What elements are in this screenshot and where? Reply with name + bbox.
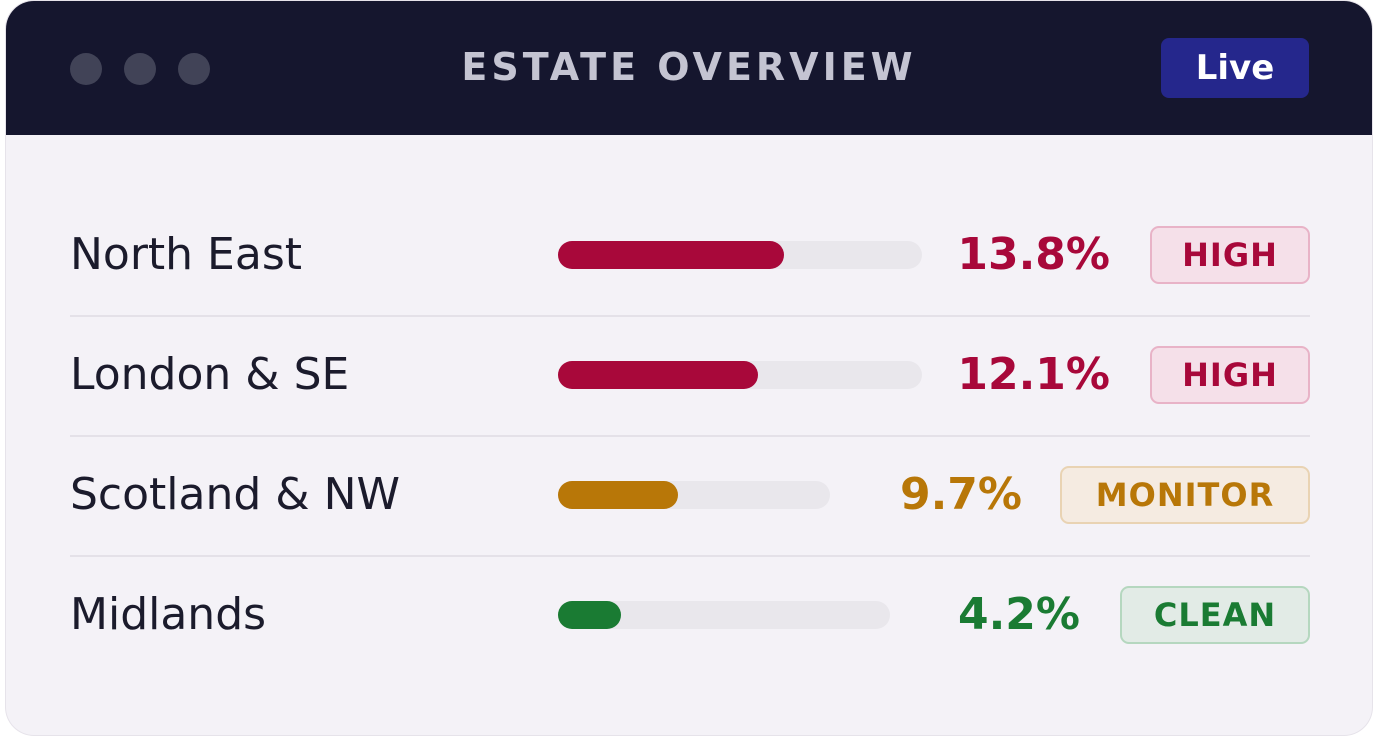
window-control-close[interactable] (70, 53, 102, 85)
live-status-badge: Live (1161, 38, 1309, 98)
region-name: Midlands (70, 589, 267, 640)
status-badge: HIGH (1150, 346, 1310, 404)
progress-fill (558, 481, 678, 509)
region-row: Scotland & NW 9.7% MONITOR (70, 435, 1310, 557)
status-badge: HIGH (1150, 226, 1310, 284)
progress-track (558, 241, 922, 269)
region-row: Midlands 4.2% CLEAN (70, 555, 1310, 675)
window-title: ESTATE OVERVIEW (461, 45, 917, 89)
region-name: London & SE (70, 349, 350, 400)
row-divider (70, 315, 1310, 317)
window-titlebar: ESTATE OVERVIEW Live (6, 1, 1372, 135)
progress-fill (558, 361, 759, 389)
region-name: North East (70, 229, 302, 280)
region-percentage: 12.1% (957, 349, 1110, 400)
region-row: London & SE 12.1% HIGH (70, 315, 1310, 437)
row-divider (70, 435, 1310, 437)
window-control-maximize[interactable] (178, 53, 210, 85)
window-control-minimize[interactable] (124, 53, 156, 85)
progress-track (558, 601, 890, 629)
progress-fill (558, 601, 622, 629)
region-row: North East 13.8% HIGH (70, 195, 1310, 317)
status-badge: CLEAN (1120, 586, 1310, 644)
region-name: Scotland & NW (70, 469, 400, 520)
estate-overview-card: ESTATE OVERVIEW Live North East 13.8% HI… (6, 1, 1372, 735)
region-percentage: 4.2% (957, 589, 1080, 640)
progress-track (558, 481, 830, 509)
progress-track (558, 361, 922, 389)
region-percentage: 9.7% (899, 469, 1022, 520)
status-badge: MONITOR (1060, 466, 1310, 524)
progress-fill (558, 241, 784, 269)
row-divider (70, 555, 1310, 557)
region-percentage: 13.8% (957, 229, 1110, 280)
